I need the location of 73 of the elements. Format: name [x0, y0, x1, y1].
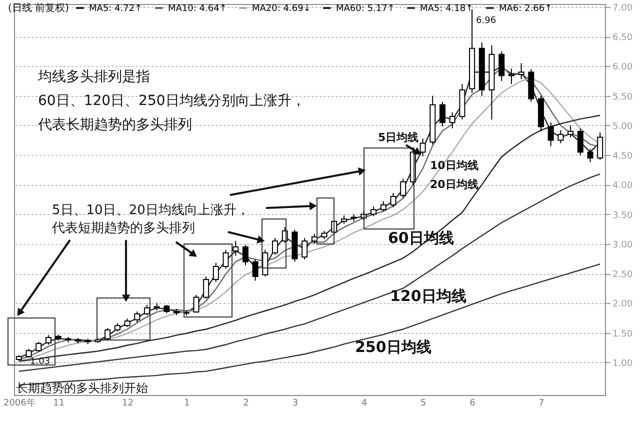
x-tick-label: 7 [538, 398, 544, 408]
candlestick [449, 112, 456, 129]
annotation: 60日、120日、250日均线分别向上涨升， [38, 93, 306, 109]
candlestick [104, 328, 111, 340]
y-tick-label: 4.50 [612, 152, 633, 162]
candlestick [577, 128, 584, 156]
y-tick-label: 1.50 [612, 329, 633, 340]
candlestick [242, 244, 248, 266]
annotation: 1.03 [30, 357, 50, 367]
annotation: 长期趋势的多头排列开始 [16, 381, 148, 395]
candlestick [597, 132, 604, 160]
y-tick-label: 5.00 [612, 122, 633, 132]
candlestick [568, 124, 574, 138]
candlestick [508, 68, 514, 84]
y-tick-label: 2.50 [612, 270, 633, 280]
annotation: 代表长期趋势的多头排列 [37, 117, 192, 133]
candlestick [518, 62, 524, 80]
candlestick [45, 334, 52, 346]
candlestick [144, 304, 150, 316]
candlestick [380, 200, 386, 212]
x-tick-label: 11 [53, 398, 65, 408]
x-tick-label: 2006年 [3, 398, 36, 408]
chart-title: (日线 前复权) [8, 2, 70, 14]
y-tick-label: 5.50 [612, 92, 633, 102]
candlestick [134, 310, 140, 323]
legend-label: MA60: 5.17↑ [336, 4, 395, 14]
candlestick [212, 262, 219, 282]
annotation: 10日均线 [430, 159, 478, 172]
candlestick [370, 206, 377, 217]
annotation: 5日均线 [378, 131, 419, 144]
candlestick [272, 238, 278, 256]
legend-label: MA20: 4.69↓ [252, 4, 311, 14]
y-tick-label: 2.00 [612, 300, 633, 310]
candlestick [232, 240, 239, 256]
legend-label: MA10: 4.64↑ [168, 4, 227, 14]
candlestick [390, 192, 396, 208]
annotation: 120日均线 [390, 287, 466, 305]
y-tick-label: 1.00 [612, 358, 633, 369]
candlestick [439, 101, 446, 128]
annotation: 代表短期趋势的多头排列 [51, 221, 195, 236]
y-tick-label: 7.00 [612, 3, 633, 14]
y-tick-label: 4.00 [612, 181, 633, 192]
y-tick-label: 3.00 [612, 240, 633, 250]
x-tick-label: 2 [243, 398, 249, 408]
candlestick [203, 276, 210, 299]
x-tick-label: 4 [361, 398, 368, 408]
candlestick [498, 50, 505, 82]
x-tick-label: 5 [420, 398, 426, 408]
legend-label: MA5: 4.18↑ [420, 4, 474, 14]
candlestick [548, 122, 554, 147]
annotation: 5日、10日、20日均线向上涨升， [52, 203, 250, 218]
x-tick-label: 3 [292, 398, 298, 408]
candlestick [36, 341, 42, 352]
candlestick [558, 130, 564, 144]
candlestick [400, 178, 406, 198]
y-tick-label: 6.50 [612, 33, 633, 44]
y-tick-label: 6.00 [612, 62, 633, 73]
candlestick [420, 138, 426, 157]
x-tick-label: 6 [470, 398, 476, 408]
x-tick-label: 1 [184, 398, 190, 408]
annotation: 6.96 [476, 16, 496, 26]
legend-label: MA5: 4.72↑ [89, 4, 142, 14]
x-tick-label: 12 [122, 398, 134, 408]
legend-label: MA6: 2.66↑ [499, 4, 552, 14]
annotation: 20日均线 [430, 178, 478, 191]
candlestick [222, 249, 229, 270]
annotation: 250日均线 [355, 338, 432, 356]
annotation: 均线多头排列是指 [37, 69, 150, 85]
candlestick [193, 294, 200, 314]
candlestick [302, 238, 308, 260]
y-tick-label: 3.50 [612, 210, 633, 221]
candlestick [587, 148, 594, 163]
candlestick [252, 258, 258, 282]
